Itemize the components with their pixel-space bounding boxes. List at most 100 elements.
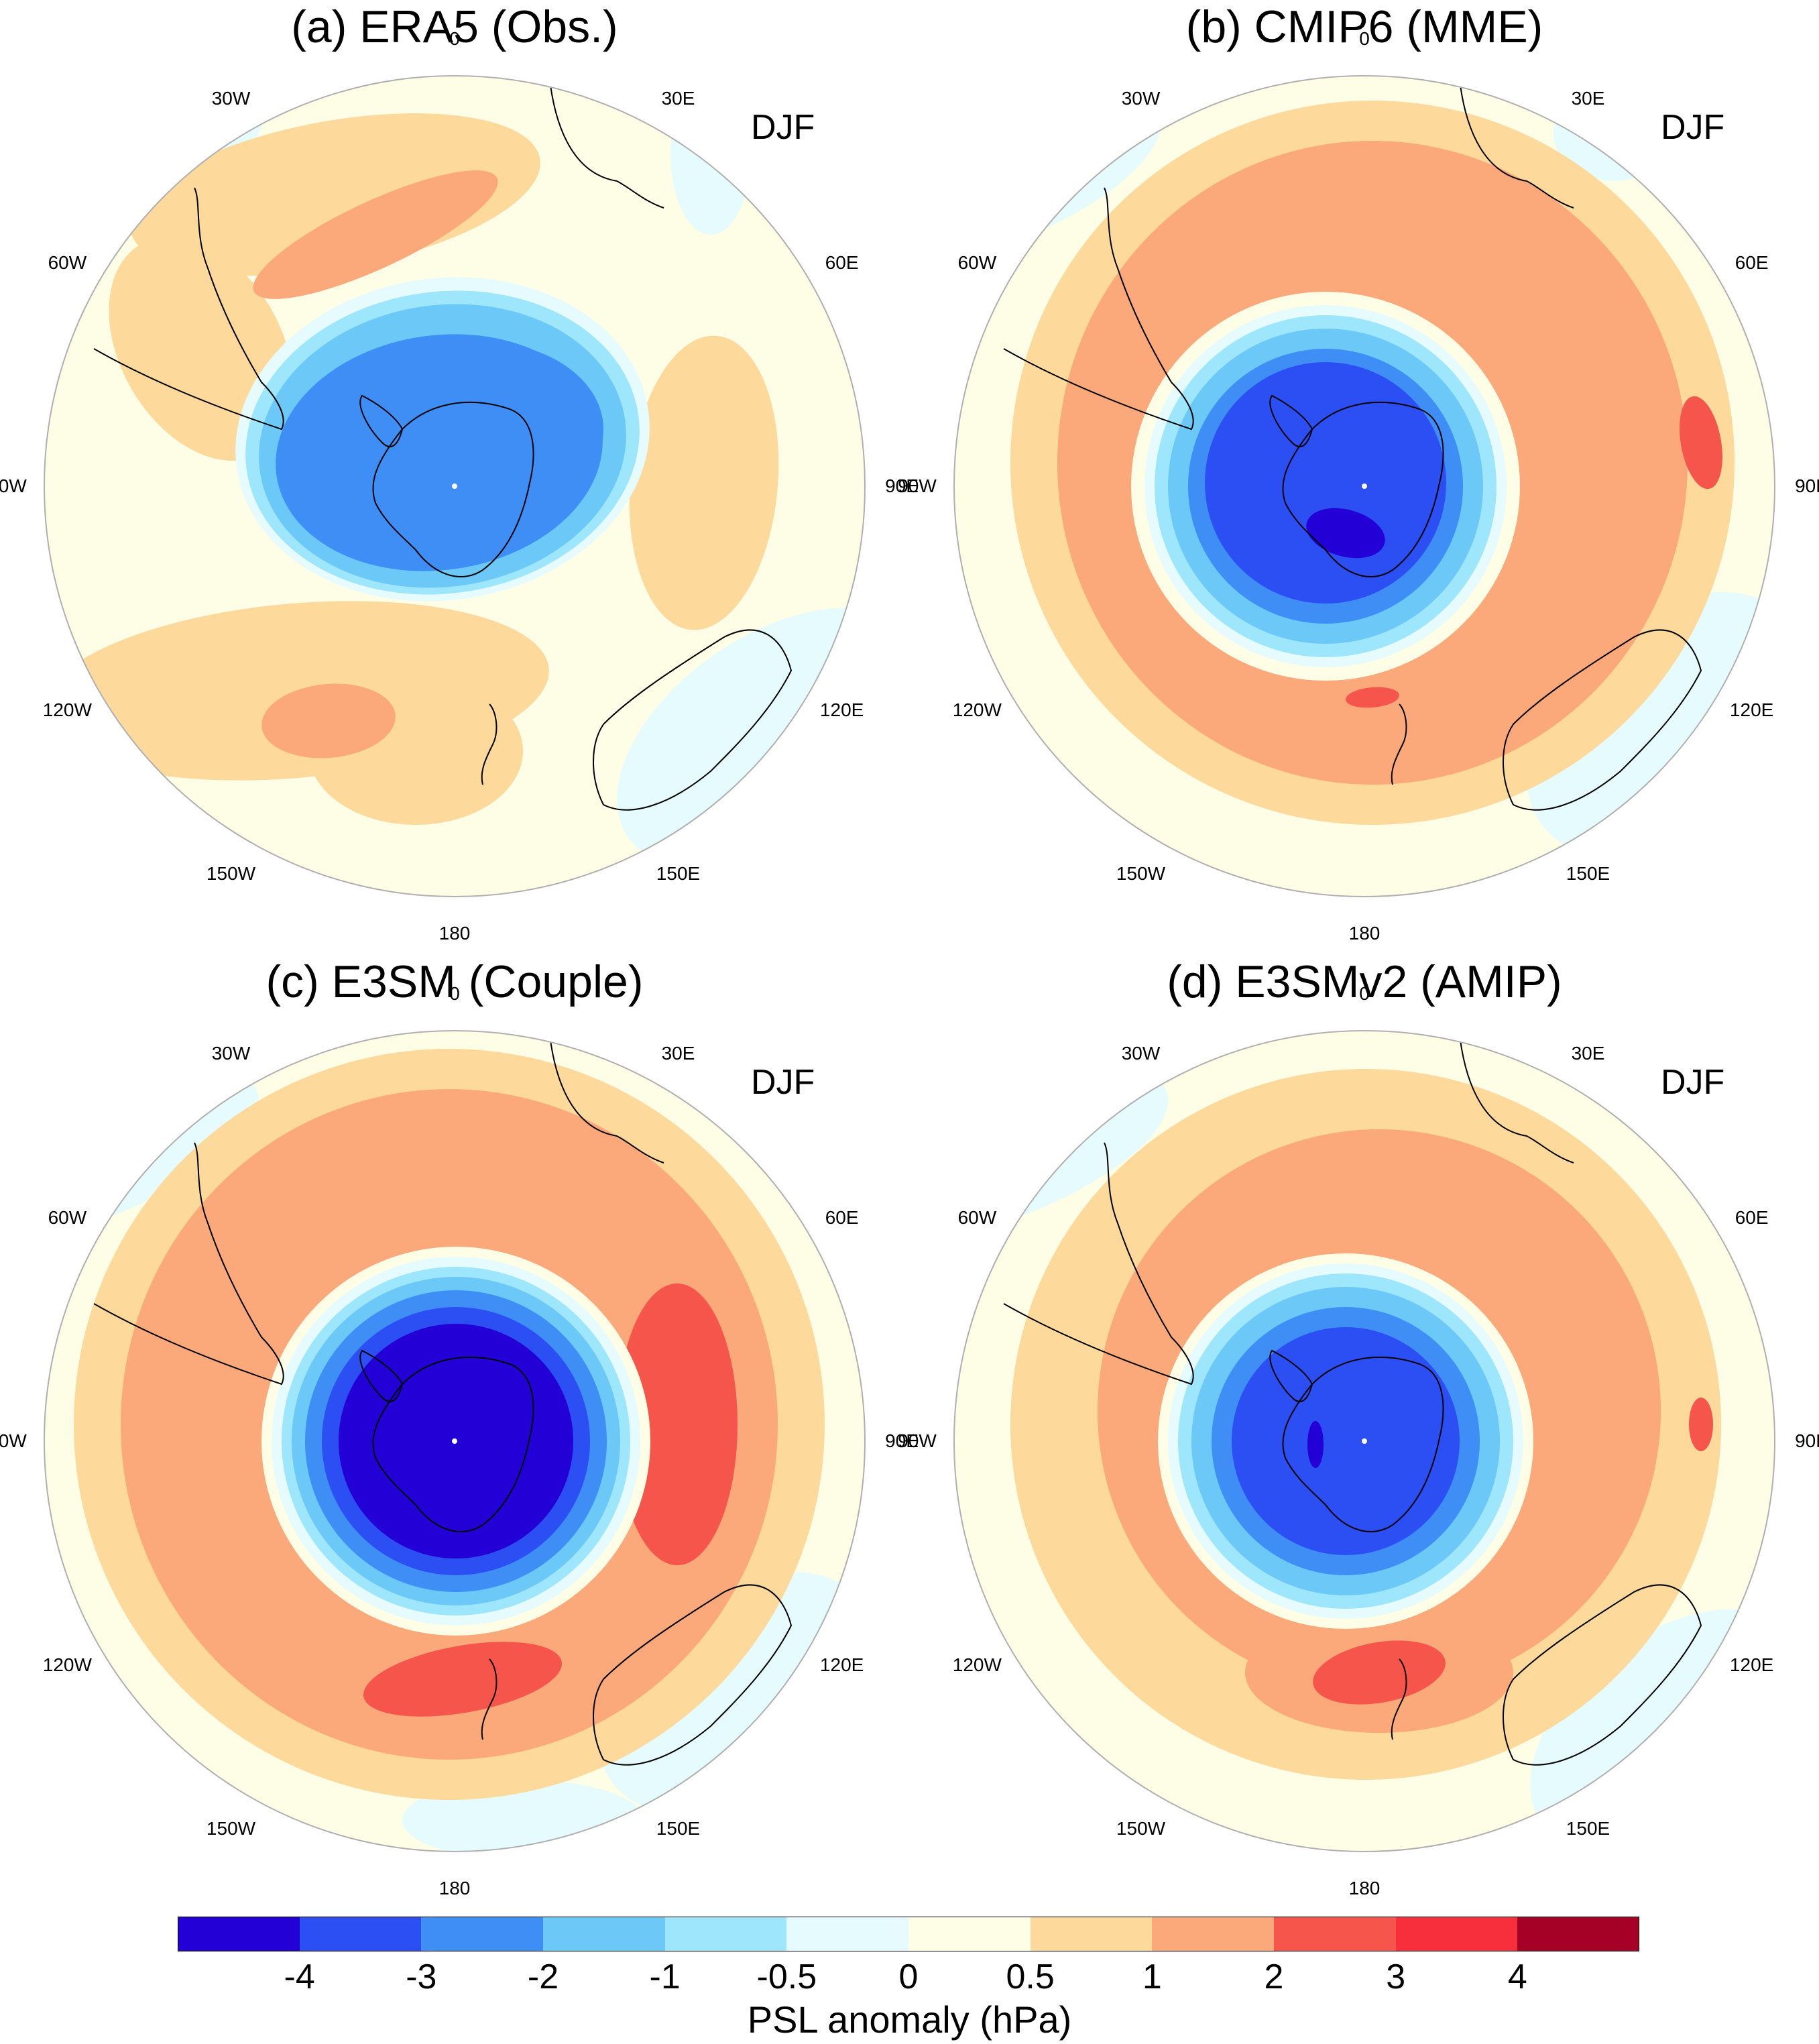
polar-map — [44, 1030, 866, 1852]
anomaly-contour-band — [363, 1642, 562, 1717]
anomaly-field — [44, 76, 865, 897]
longitude-label: 120E — [1729, 699, 1774, 720]
longitude-label: 150E — [1566, 1817, 1610, 1839]
anomaly-field — [44, 1031, 865, 1852]
south-america-coast — [93, 187, 284, 431]
longitude-label: 180 — [1348, 923, 1381, 944]
season-label: DJF — [1661, 1063, 1725, 1102]
new-zealand-coast — [481, 703, 497, 785]
colorbar-title: PSL anomaly (hPa) — [747, 1998, 1072, 2041]
longitude-label: 150E — [1566, 862, 1610, 884]
antarctic-peninsula — [1269, 1349, 1313, 1403]
colorbar-tick-label: 2 — [1264, 1957, 1284, 1996]
anomaly-field — [954, 76, 1775, 897]
colorbar-swatch — [786, 1917, 909, 1951]
longitude-label: 60W — [957, 251, 997, 273]
longitude-label: 120E — [1729, 1654, 1774, 1675]
longitude-label: 60E — [1735, 1206, 1769, 1228]
anomaly-contour-band — [1346, 687, 1399, 708]
colorbar-swatch — [1152, 1917, 1275, 1951]
antarctica-coast — [372, 402, 534, 577]
africa-coast — [1459, 80, 1574, 209]
longitude-label: 150W — [1116, 1817, 1166, 1839]
map-boundary — [953, 75, 1775, 897]
anomaly-contour-band — [1689, 1398, 1713, 1451]
longitude-label: 90W — [898, 475, 937, 496]
map-boundary — [44, 75, 866, 897]
colorbar-swatch — [1274, 1917, 1397, 1951]
longitude-label: 150E — [656, 862, 701, 884]
map-boundary — [44, 1030, 866, 1852]
season-label: DJF — [751, 108, 815, 147]
colorbar-swatch — [908, 1917, 1031, 1951]
antarctic-peninsula — [1269, 394, 1313, 448]
map-boundary — [953, 1030, 1775, 1852]
panel-a: (a) ERA5 (Obs.) DJF 0 30E 60E 90E 120E 150E 180… — [0, 0, 919, 944]
south-america-coast — [1003, 1142, 1194, 1385]
season-label: DJF — [1661, 108, 1725, 147]
colorbar-tick-label: -2 — [527, 1957, 559, 1996]
anomaly-field — [954, 1031, 1775, 1852]
longitude-label: 90W — [898, 1430, 937, 1451]
anomaly-contour-band — [629, 335, 779, 630]
longitude-label: 120W — [42, 699, 92, 720]
season-label: DJF — [751, 1063, 815, 1102]
australia-coast — [593, 629, 793, 811]
panel-b: (b) CMIP6 (MME) DJF 0 30E 60E 90E 120E 150E 180… — [898, 0, 1819, 944]
anomaly-contour-band — [617, 1284, 738, 1565]
longitude-label: 60E — [1735, 251, 1769, 273]
antarctica-coast — [1282, 402, 1444, 577]
longitude-label: 30E — [661, 88, 695, 109]
anomaly-contour-band — [1205, 362, 1446, 604]
longitude-label: 90E — [885, 1430, 919, 1451]
colorbar-swatch — [178, 1917, 300, 1951]
longitude-label: 120W — [42, 1654, 92, 1675]
colorbar-tick-label: -4 — [284, 1957, 315, 1996]
longitude-label: 0 — [1359, 28, 1370, 49]
colorbar-swatch — [543, 1917, 666, 1951]
south-pole-marker — [1362, 1438, 1367, 1444]
colorbar-tick-label: 0 — [898, 1957, 919, 1996]
polar-map — [953, 1030, 1775, 1852]
panel-title: (d) E3SMv2 (AMIP) — [1167, 956, 1562, 1007]
anomaly-contour-band — [1307, 1421, 1324, 1468]
longitude-label: 0 — [449, 28, 460, 49]
australia-coast — [1503, 629, 1702, 811]
south-pole-marker — [1362, 484, 1367, 489]
longitude-label: 30E — [1571, 88, 1605, 109]
longitude-label: 150W — [206, 862, 256, 884]
panel-title: (a) ERA5 (Obs.) — [291, 1, 618, 52]
longitude-label: 30W — [211, 1043, 251, 1064]
anomaly-contour-band — [1680, 396, 1722, 490]
longitude-label: 150E — [656, 1817, 701, 1839]
longitude-label: 120E — [819, 1654, 864, 1675]
longitude-label: 90E — [1795, 1430, 1819, 1451]
anomaly-contour-band — [1232, 1327, 1460, 1555]
south-america-coast — [93, 1142, 284, 1385]
colorbar-swatch — [299, 1917, 422, 1951]
longitude-label: 90E — [885, 475, 919, 496]
colorbar-tick-label: -0.5 — [756, 1957, 817, 1996]
longitude-label: 90E — [1795, 475, 1819, 496]
longitude-label: 0 — [1359, 983, 1370, 1004]
colorbar-tick-label: -3 — [406, 1957, 437, 1996]
australia-coast — [593, 1584, 793, 1766]
colorbar — [178, 1917, 1640, 1951]
panel-title: (b) CMIP6 (MME) — [1185, 1, 1543, 52]
polar-map — [953, 75, 1775, 897]
panel-d: (d) E3SMv2 (AMIP) DJF 0 30E 60E 90E 120E 150E 1… — [898, 955, 1819, 1898]
longitude-label: 60E — [825, 1206, 859, 1228]
africa-coast — [549, 80, 664, 209]
longitude-label: 60W — [48, 1206, 87, 1228]
longitude-label: 90W — [0, 1430, 27, 1451]
colorbar-tick-label: 1 — [1142, 1957, 1162, 1996]
longitude-label: 150W — [1116, 862, 1166, 884]
colorbar-swatch — [1030, 1917, 1153, 1951]
longitude-label: 90W — [0, 475, 27, 496]
longitude-label: 180 — [438, 923, 471, 944]
longitude-label: 60W — [48, 251, 87, 273]
colorbar-tick-label: -1 — [649, 1957, 681, 1996]
antarctic-peninsula — [359, 394, 404, 448]
colorbar-tick-label: 3 — [1386, 1957, 1406, 1996]
